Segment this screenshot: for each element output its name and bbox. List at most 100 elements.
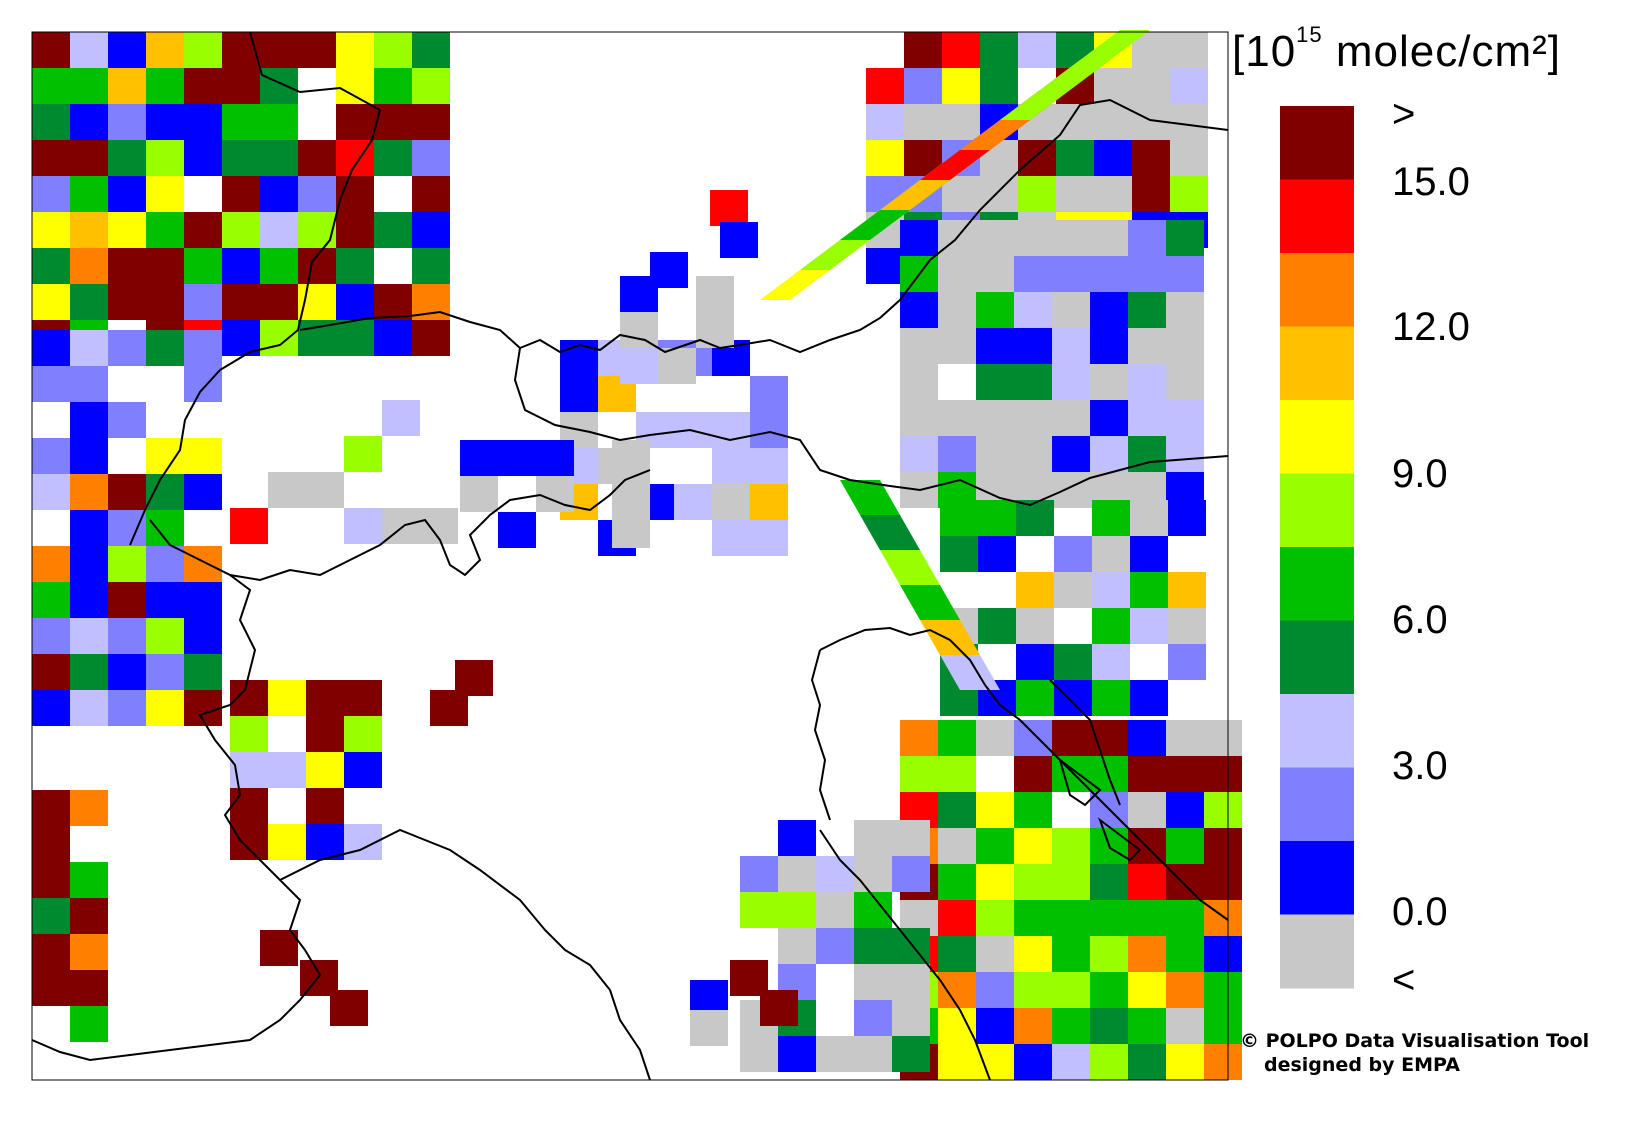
colorbar-swatch <box>1280 767 1354 842</box>
coastline <box>819 626 1229 921</box>
map-pixel <box>720 222 758 258</box>
map-pixel <box>222 248 260 284</box>
coastline <box>1097 817 1142 862</box>
map-pixel <box>1016 572 1054 608</box>
map-pixel <box>146 212 184 248</box>
legend-tick-label: 6.0 <box>1392 598 1448 642</box>
colorbar-swatch <box>1280 400 1354 474</box>
map-pixel <box>498 512 536 548</box>
map-pixel <box>938 900 976 936</box>
map-pixel <box>658 348 696 384</box>
map-pixel <box>1204 828 1242 864</box>
map-pixel <box>268 824 306 860</box>
map-pixel <box>260 176 298 212</box>
coastline <box>810 649 831 821</box>
map-pixel <box>146 474 184 510</box>
map-pixel <box>1018 32 1056 68</box>
map-pixel <box>816 928 854 964</box>
map-pixel <box>854 1036 892 1072</box>
map-pixel <box>1130 680 1168 716</box>
map-pixel <box>1014 936 1052 972</box>
map-pixel <box>32 284 70 320</box>
coastline <box>819 829 991 1081</box>
map-pixel <box>900 585 960 620</box>
map-pixel <box>940 655 1000 690</box>
map-pixel <box>146 248 184 284</box>
map-pixel <box>938 328 976 364</box>
legend-tick-label: > <box>1392 92 1416 136</box>
map-pixel <box>70 582 108 618</box>
map-pixel <box>1052 436 1090 472</box>
map-pixel <box>460 476 498 512</box>
map-pixel <box>892 820 930 856</box>
map-pixel <box>70 402 108 438</box>
map-pixel <box>1092 536 1130 572</box>
map-pixel <box>1052 720 1090 756</box>
map-pixel <box>940 500 978 536</box>
map-pixel <box>108 582 146 618</box>
map-pixel <box>260 140 298 176</box>
map-pixel <box>980 32 1018 68</box>
map-pixel <box>938 1008 976 1044</box>
map-pixel <box>1204 972 1242 1008</box>
map-pixel <box>430 690 468 726</box>
map-pixel <box>712 412 750 448</box>
map-pixel <box>1204 1008 1242 1044</box>
map-pixel <box>184 366 222 402</box>
map-pixel <box>976 972 1014 1008</box>
map-pixel <box>146 438 184 474</box>
map-pixel <box>1052 1008 1090 1044</box>
map-pixel <box>1052 328 1090 364</box>
map-pixel <box>1168 608 1206 644</box>
map-pixel <box>1094 176 1132 212</box>
map-pixel <box>976 436 1014 472</box>
map-pixel <box>1166 972 1204 1008</box>
map-pixel <box>32 212 70 248</box>
map-pixel <box>978 608 1016 644</box>
map-pixel <box>900 364 938 400</box>
map-pixel <box>70 546 108 582</box>
map-pixel <box>336 284 374 320</box>
map-pixel <box>976 864 1014 900</box>
map-pixel <box>70 438 108 474</box>
map-pixel <box>184 582 222 618</box>
map-pixel <box>222 284 260 320</box>
map-pixel <box>32 898 70 934</box>
pixel-layer <box>32 30 1242 1080</box>
map-pixel <box>938 864 976 900</box>
credit-line-2: designed by EMPA <box>1264 1054 1460 1076</box>
map-pixel <box>108 284 146 320</box>
legend-unit-label: [1015 molec/cm²] <box>1232 22 1562 76</box>
map-pixel <box>712 484 750 520</box>
map-pixel <box>146 510 184 546</box>
map-pixel <box>1090 1044 1128 1080</box>
map-pixel <box>336 68 374 104</box>
map-pixel <box>976 1044 1014 1080</box>
map-pixel <box>1092 572 1130 608</box>
map-pixel <box>374 212 412 248</box>
map-pixel <box>70 510 108 546</box>
map-pixel <box>306 752 344 788</box>
map-pixel <box>184 330 222 366</box>
map-pixel <box>32 438 70 474</box>
map-pixel <box>880 550 940 585</box>
map-pixel <box>1094 68 1132 104</box>
map-pixel <box>938 436 976 472</box>
map-pixel <box>1054 536 1092 572</box>
map-pixel <box>306 788 344 824</box>
map-pixel <box>1090 972 1128 1008</box>
map-pixel <box>1014 1044 1052 1080</box>
map-pixel <box>1204 900 1242 936</box>
map-pixel <box>146 68 184 104</box>
map-pixel <box>854 820 892 856</box>
map-pixel <box>1128 936 1166 972</box>
map-pixel <box>184 618 222 654</box>
map-pixel <box>1090 1008 1128 1044</box>
map-pixel <box>184 654 222 690</box>
map-pixel <box>108 690 146 726</box>
map-pixel <box>750 484 788 520</box>
map-pixel <box>330 990 368 1026</box>
map-pixel <box>1166 1044 1204 1080</box>
map-pixel <box>70 1006 108 1042</box>
